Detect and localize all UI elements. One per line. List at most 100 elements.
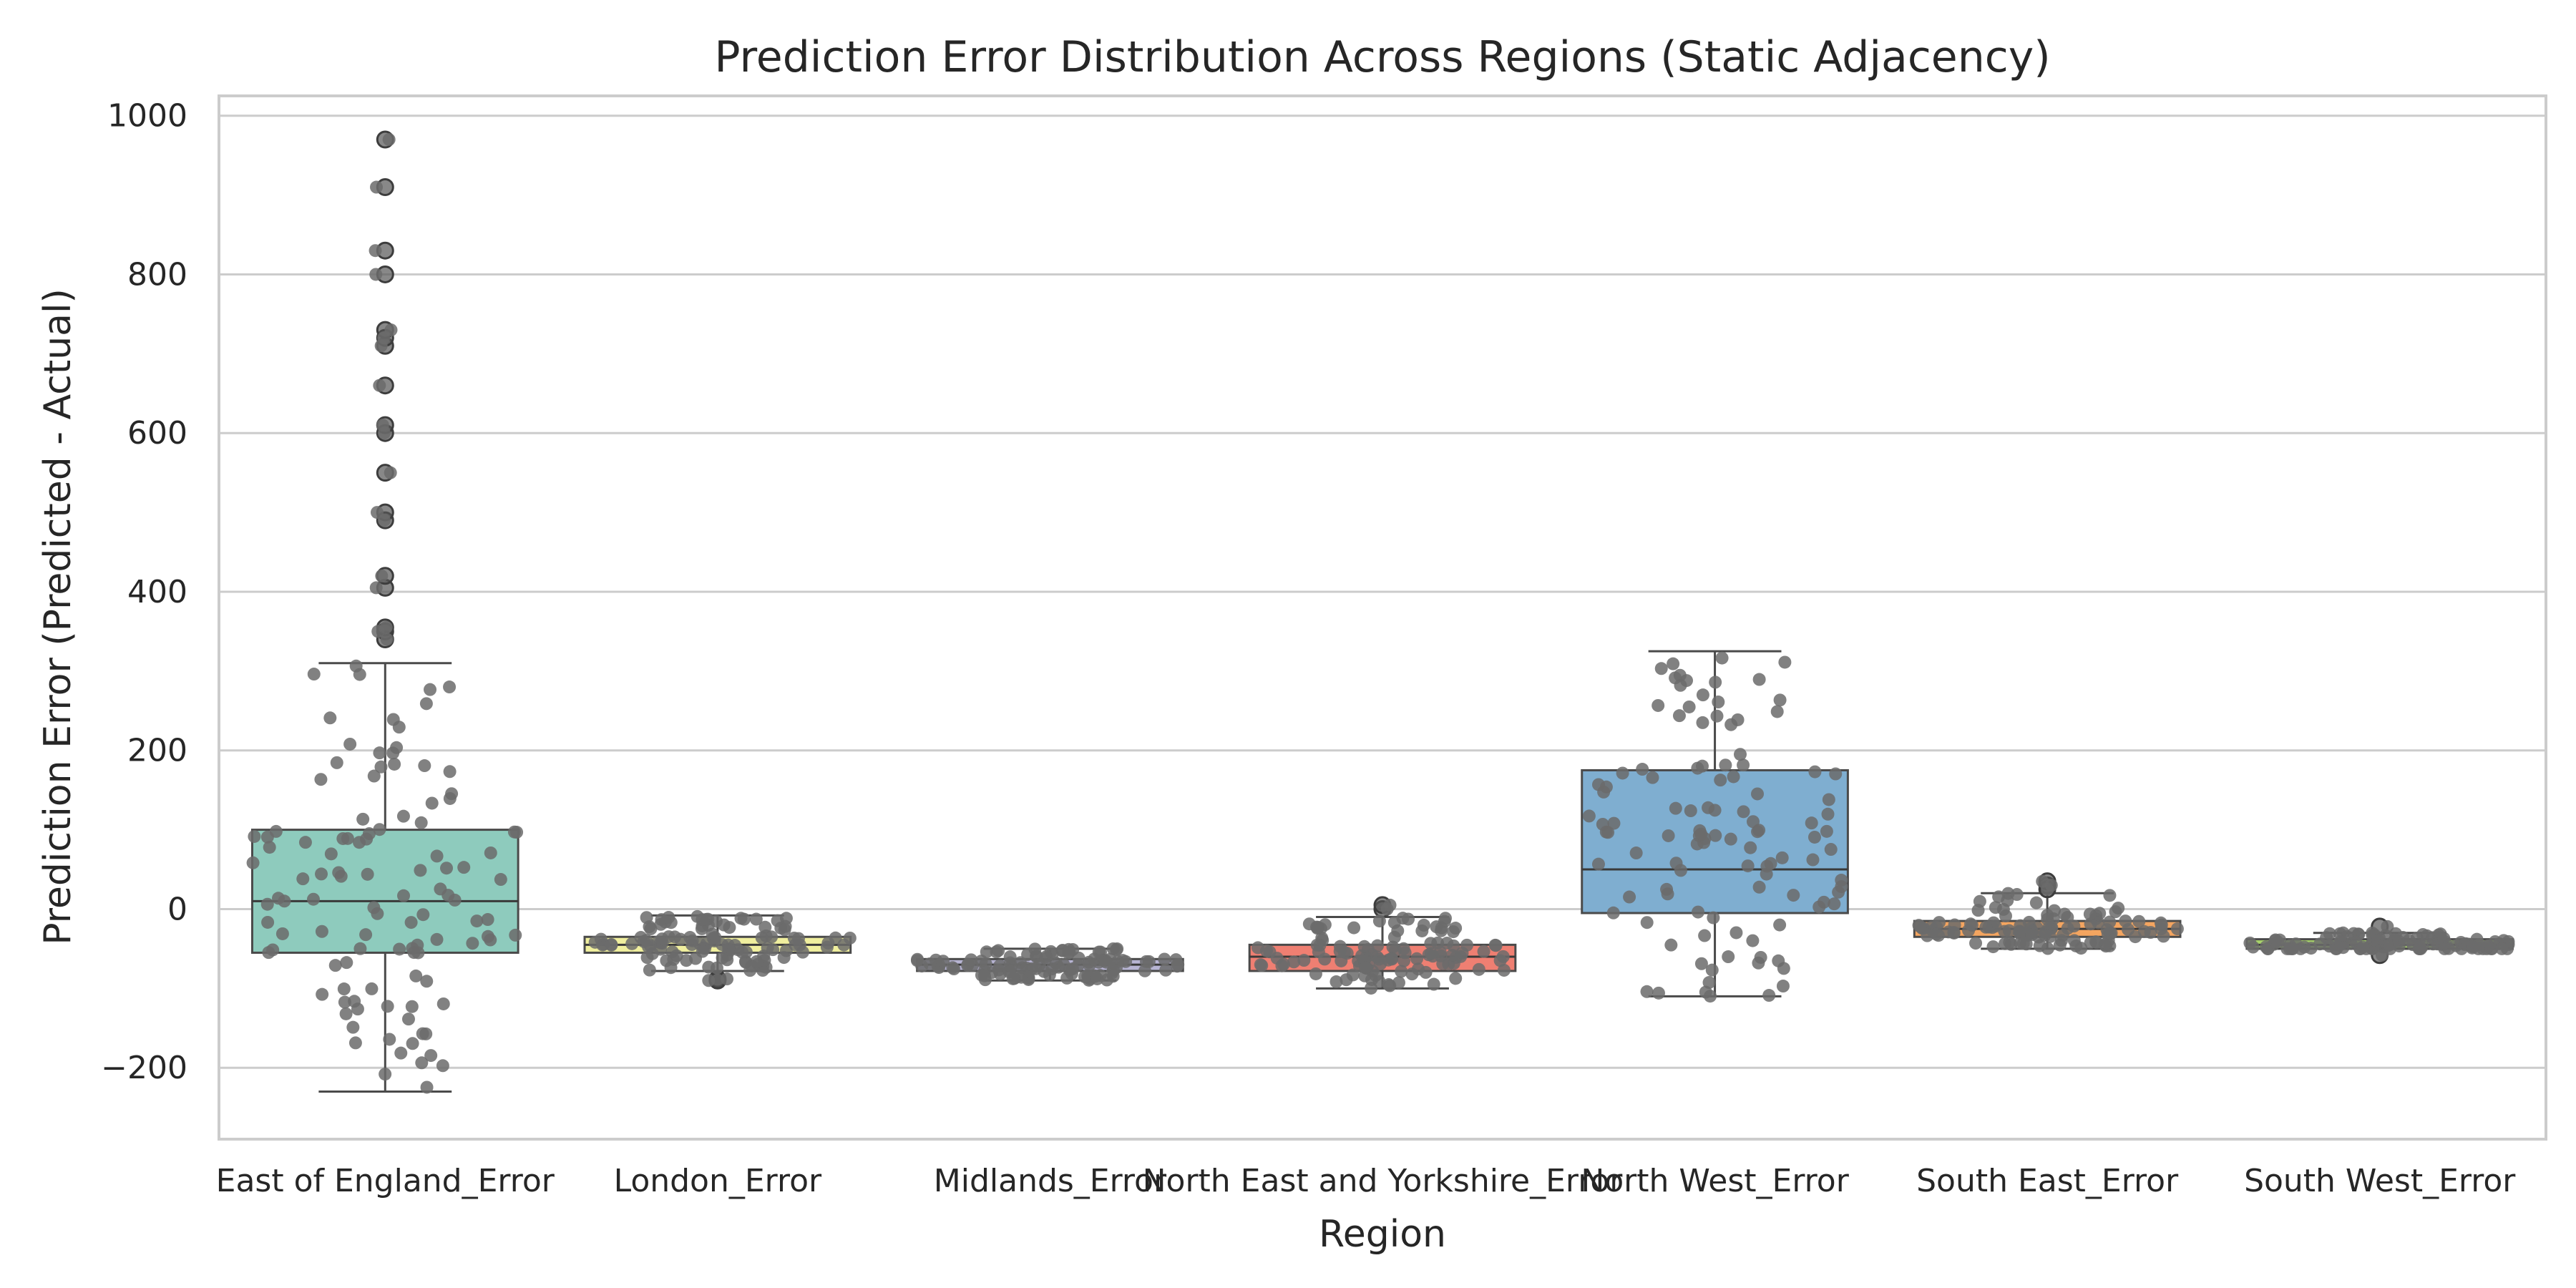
swarm-point [361,867,374,881]
swarm-point [796,945,809,959]
swarm-point [379,620,393,634]
swarm-point [337,982,351,996]
swarm-point [1947,926,1961,940]
swarm-3 [910,942,1185,987]
swarm-point [370,506,384,519]
swarm-point [373,823,386,836]
swarm-point [670,949,683,962]
swarm-point [723,921,736,935]
swarm-point [494,873,507,887]
swarm-point [392,721,406,734]
swarm-point [1347,921,1361,935]
swarm-point [356,812,370,826]
swarm-point [383,1033,396,1046]
swarm-point [1607,816,1621,830]
swarm-point [2154,916,2167,930]
swarm-point [390,741,404,754]
swarm-point [246,856,260,869]
swarm-point [443,765,457,779]
swarm-point [2029,896,2043,909]
swarm-point [1764,857,1777,870]
swarm-point [1821,807,1835,821]
swarm-point [1714,774,1727,787]
swarm-point [1002,965,1016,979]
swarm-point [1255,959,1269,972]
swarm-point [2381,939,2394,952]
x-tick-label: East of England_Error [216,1163,555,1199]
swarm-point [323,711,337,725]
swarm-point [937,955,950,968]
swarm-point [445,787,459,801]
swarm-point [2261,942,2275,955]
swarm-point [440,862,454,875]
swarm-point [1591,857,1605,871]
swarm-point [640,951,654,965]
swarm-point [406,1037,419,1050]
swarm-point [1813,900,1826,914]
swarm-point [625,937,639,950]
swarm-point [1427,977,1440,991]
swarm-point [1746,934,1760,947]
swarm-point [298,836,312,849]
swarm-point [1309,967,1322,980]
swarm-point [380,633,394,646]
swarm-point [316,987,329,1001]
swarm-point [1691,761,1704,775]
swarm-point [1707,911,1720,924]
swarm-point [1111,955,1125,968]
swarm-point [977,969,991,982]
swarm-point [1287,955,1301,969]
swarm-point [1088,969,1101,982]
swarm-point [332,866,346,879]
x-tick-label: South East_Error [1916,1163,2179,1199]
swarm-point [965,953,978,967]
swarm-point [1709,675,1722,689]
swarm-point [1370,950,1384,964]
swarm-point [405,1000,419,1013]
swarm-point [1297,954,1311,967]
swarm-point [470,914,484,928]
y-tick-label: 800 [127,256,187,293]
swarm-point [1820,824,1833,838]
swarm-point [778,923,791,937]
swarm-point [1411,962,1425,976]
swarm-point [668,930,682,944]
swarm-point [1060,971,1074,985]
swarm-point [1674,864,1687,877]
swarm-point [1684,804,1697,818]
swarm-point [755,931,769,945]
swarm-point [348,1036,362,1050]
swarm-point [1472,962,1485,976]
swarm-point [1435,921,1448,935]
x-tick-label: North East and Yorkshire_Error [1143,1163,1624,1199]
swarm-point [275,927,289,940]
swarm-point [1383,898,1397,912]
swarm-point [1020,961,1033,975]
swarm-point [1396,912,1410,925]
swarm-point [1694,957,1708,970]
swarm-6 [1912,874,2184,955]
swarm-point [1762,989,1776,1002]
swarm-point [1741,859,1755,873]
swarm-point [382,132,396,146]
swarm-point [2061,910,2074,924]
swarm-point [1773,918,1787,932]
swarm-point [306,892,320,906]
swarm-point [643,939,657,952]
swarm-point [2038,929,2051,942]
swarm-point [1623,890,1636,904]
swarm-point [1591,778,1605,791]
swarm-point [1999,909,2012,922]
swarm-point [2268,934,2282,947]
swarm-point [509,928,522,942]
swarm-point [416,908,430,922]
swarm-point [655,932,669,946]
swarm-point [1371,939,1385,952]
swarm-point [1640,916,1654,930]
swarm-point [418,759,431,773]
swarm-point [2371,934,2385,947]
swarm-point [820,940,834,954]
swarm-point [430,849,444,863]
swarm-point [1696,688,1709,702]
swarm-point [1835,880,1848,894]
